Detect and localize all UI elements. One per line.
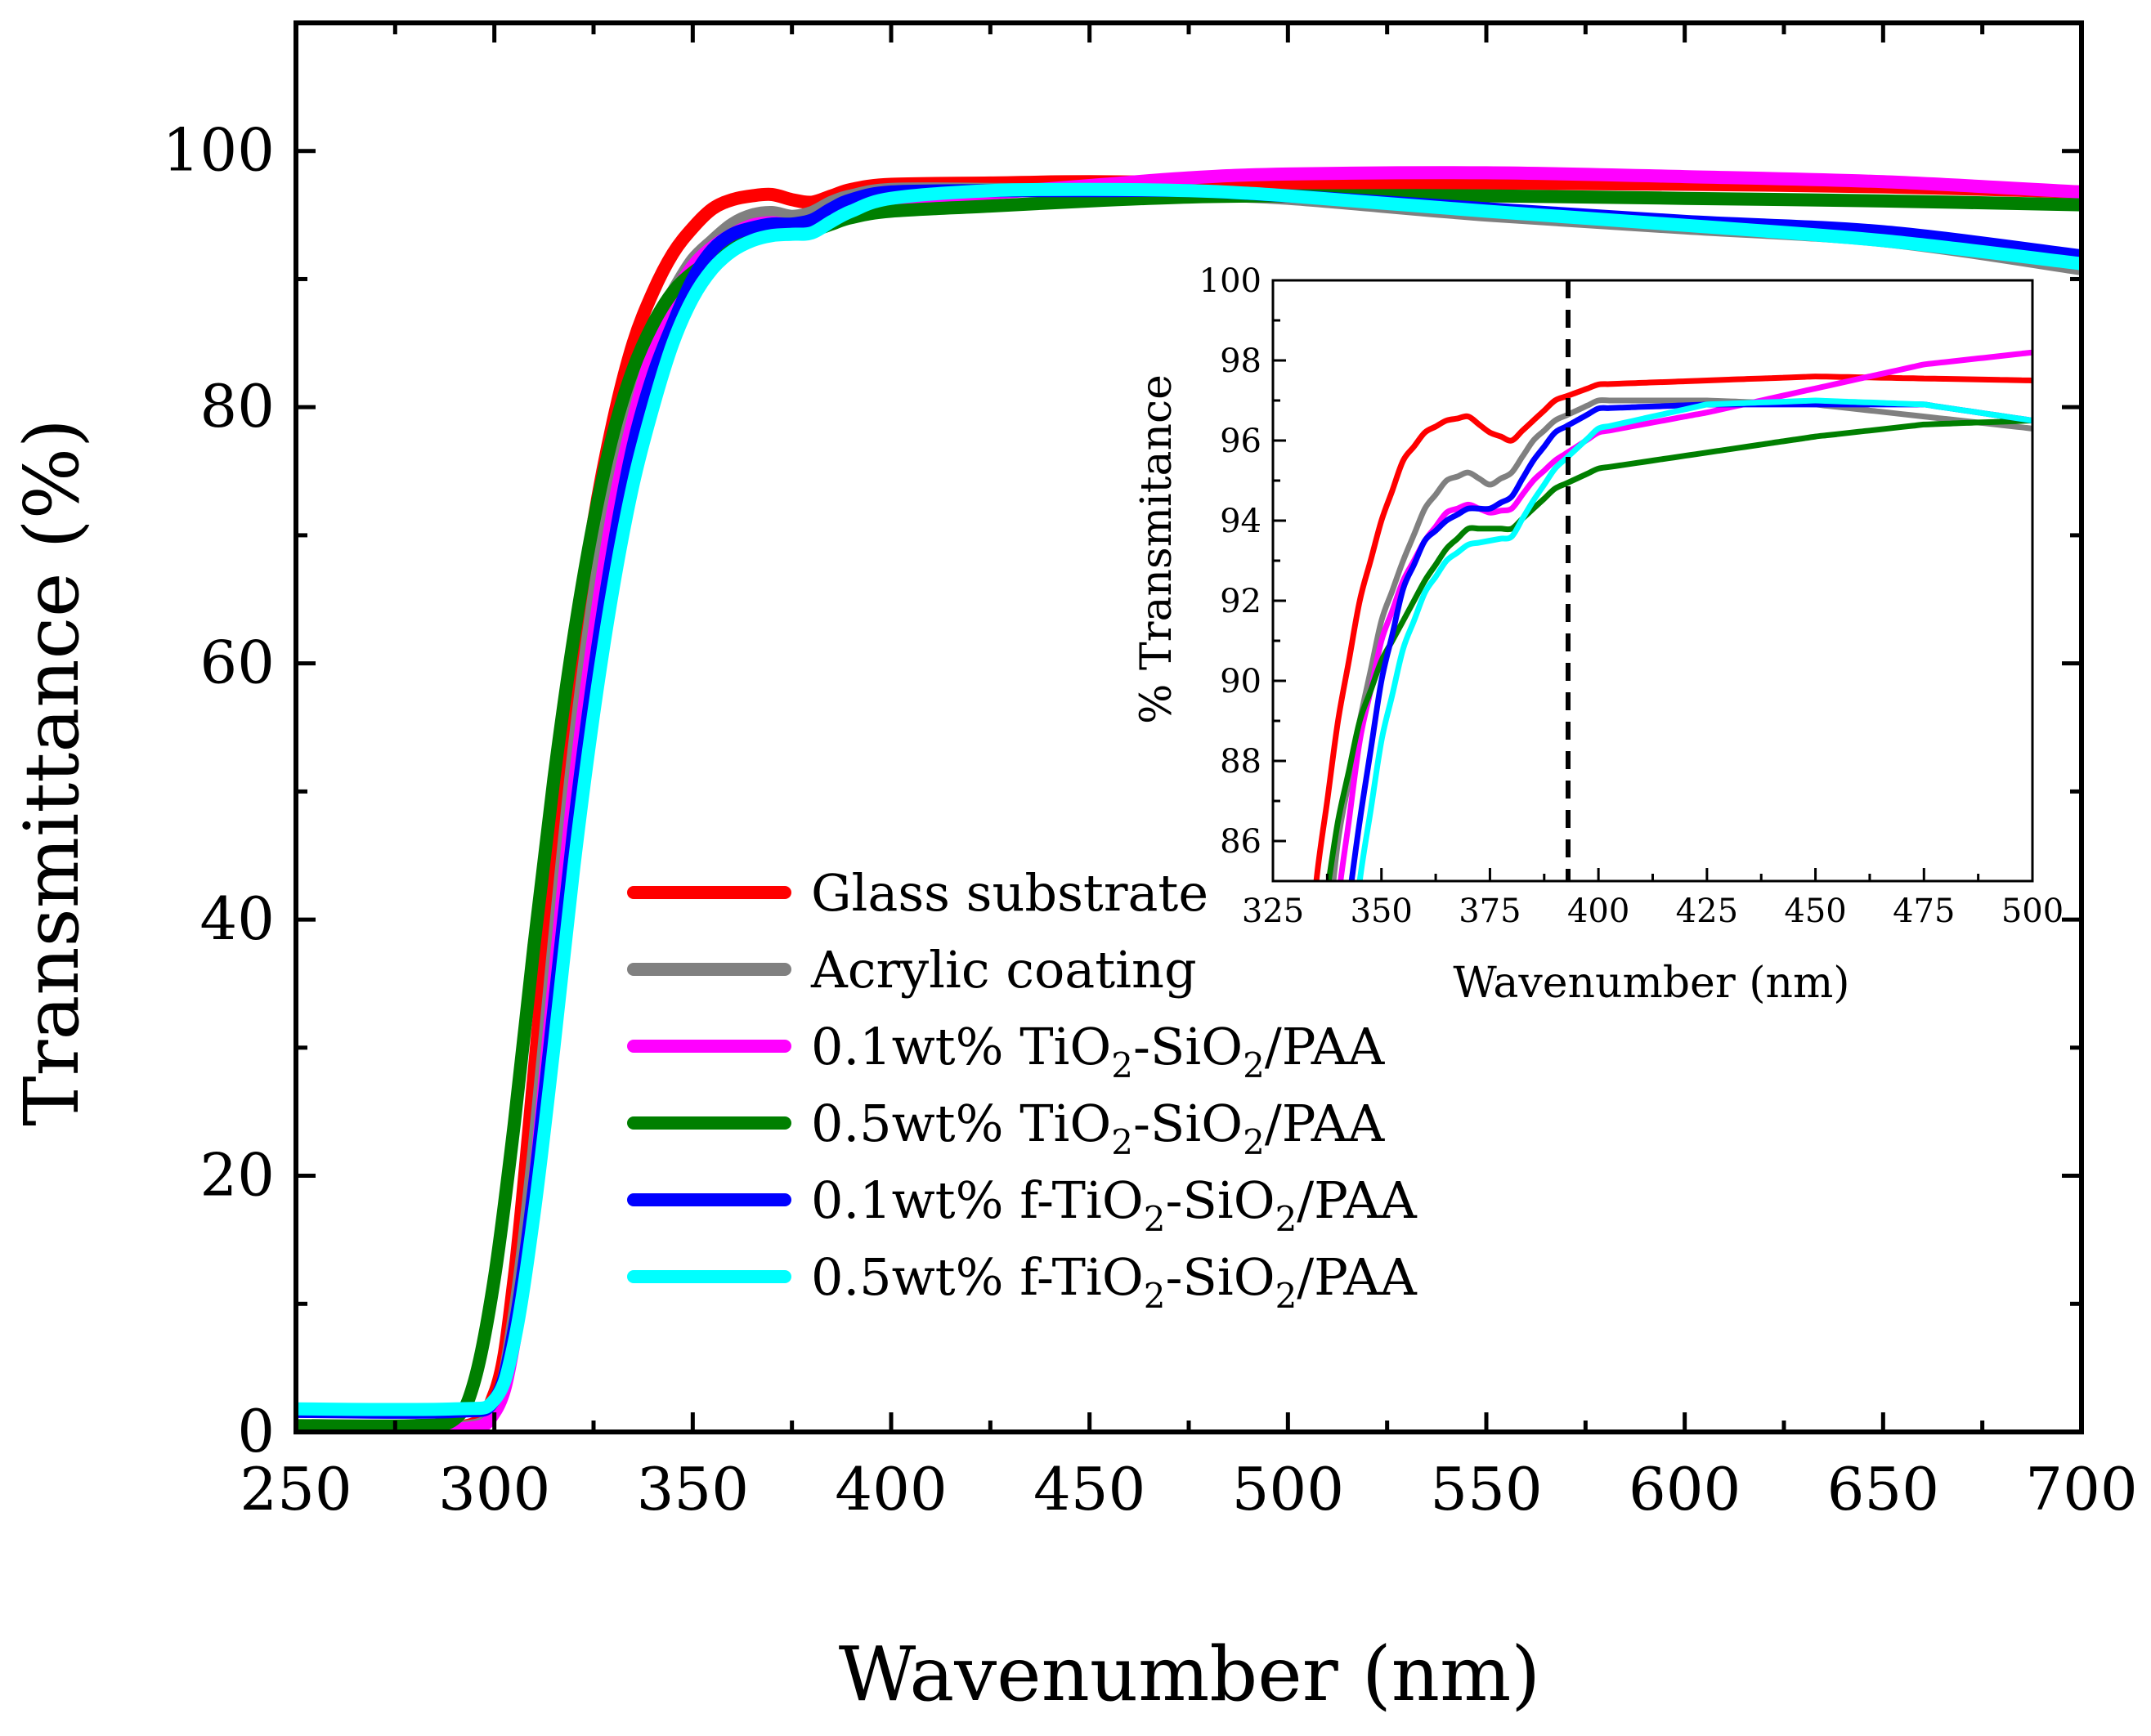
inset-x-tick-label-475: 475 — [1893, 893, 1955, 930]
legend-label-0-5wt-f-tio2-sio2-paa: 0.5wt% f-TiO2​-SiO2​/PAA — [811, 1247, 1418, 1316]
main-x-tick-label-550: 550 — [1430, 1455, 1542, 1523]
inset-x-tick-label-325: 325 — [1242, 893, 1304, 930]
main-x-tick-label-250: 250 — [240, 1455, 352, 1523]
inset-x-tick-label-450: 450 — [1784, 893, 1846, 930]
main-x-tick-label-350: 350 — [637, 1455, 749, 1523]
inset-y-tick-label-100: 100 — [1199, 262, 1261, 300]
main-y-tick-label-20: 20 — [199, 1141, 275, 1210]
inset-axis-ticks: 325 350 375 400 425 450 475 500 86 88 90 92 94 96 98 10… — [1199, 262, 2064, 930]
main-x-tick-label-500: 500 — [1232, 1455, 1344, 1523]
main-plot: 250 300 350 400 450 500 550 600 650 700 0 20 40 60 80 1… — [8, 20, 2138, 1718]
inset-series-line-glass-substrate — [1313, 374, 2032, 881]
inset-x-tick-label-425: 425 — [1676, 893, 1738, 930]
main-x-tick-label-650: 650 — [1827, 1455, 1939, 1523]
main-y-tick-label-100: 100 — [163, 116, 275, 185]
inset-series-line-0-5wt-f-tio2-sio2-paa — [1356, 397, 2032, 881]
inset-x-tick-label-400: 400 — [1567, 893, 1629, 930]
legend-item-0-5wt-f-tio2-sio2-paa: 0.5wt% f-TiO2​-SiO2​/PAA — [627, 1247, 1418, 1316]
legend-item-0-5wt-tio2-sio2-paa: 0.5wt% TiO2​-SiO2​/PAA — [627, 1094, 1386, 1162]
main-x-tick-label-600: 600 — [1629, 1455, 1741, 1523]
main-y-axis-title: Transmittance (%) — [8, 418, 96, 1126]
legend-label-acrylic-coating: Acrylic coating — [810, 940, 1197, 1000]
inset-y-tick-label-96: 96 — [1220, 423, 1261, 460]
inset-series-line-acrylic-coating — [1330, 397, 2032, 881]
legend-label-0-1wt-f-tio2-sio2-paa: 0.1wt% f-TiO2​-SiO2​/PAA — [811, 1170, 1418, 1239]
inset-y-axis-title: % Transmitance — [1132, 374, 1181, 724]
inset-y-tick-label-94: 94 — [1220, 503, 1261, 540]
inset-x-tick-label-350: 350 — [1351, 893, 1413, 930]
main-series-group — [296, 166, 2082, 1432]
main-y-tick-label-60: 60 — [199, 629, 275, 697]
inset-background — [1273, 280, 2032, 881]
main-x-tick-label-300: 300 — [438, 1455, 550, 1523]
main-series-line-glass-substrate — [296, 175, 2082, 1432]
legend-item-glass-substrate: Glass substrate — [627, 863, 1208, 923]
inset-y-tick-label-90: 90 — [1220, 663, 1261, 700]
main-x-tick-label-450: 450 — [1033, 1455, 1145, 1523]
inset-y-tick-label-92: 92 — [1220, 583, 1261, 620]
inset-y-tick-label-98: 98 — [1220, 342, 1261, 380]
inset-y-tick-label-88: 88 — [1220, 743, 1261, 781]
inset-x-tick-label-500: 500 — [2001, 893, 2064, 930]
inset-series-group — [1313, 349, 2032, 881]
inset-series-line-0-1wt-tio2-sio2-paa — [1338, 349, 2032, 881]
inset-y-tick-label-86: 86 — [1220, 823, 1261, 861]
main-x-tick-label-400: 400 — [835, 1455, 947, 1523]
legend: Glass substrate Acrylic coating 0.1wt% TiO… — [627, 863, 1418, 1316]
legend-label-0-1wt-tio2-sio2-paa: 0.1wt% TiO2​-SiO2​/PAA — [811, 1017, 1386, 1085]
main-y-tick-label-40: 40 — [199, 884, 275, 953]
legend-label-glass-substrate: Glass substrate — [811, 863, 1208, 923]
inset-plot: 325 350 375 400 425 450 475 500 86 88 90 92 94 96 98 10… — [1132, 262, 2064, 1008]
main-series-line-0-5wt-f-tio2-sio2-paa — [296, 182, 2082, 1416]
inset-series-line-0-5wt-tio2-sio2-paa — [1325, 418, 2032, 881]
inset-x-tick-label-375: 375 — [1459, 893, 1521, 930]
main-axis-ticks: 250 300 350 400 450 500 550 600 650 700 0 20 40 60 80 1… — [163, 20, 2138, 1523]
main-x-axis-title: Wavenumber (nm) — [839, 1631, 1540, 1718]
inset-x-axis-title: Wavenumber (nm) — [1453, 959, 1849, 1008]
legend-label-0-5wt-tio2-sio2-paa: 0.5wt% TiO2​-SiO2​/PAA — [811, 1094, 1386, 1162]
legend-item-0-1wt-f-tio2-sio2-paa: 0.1wt% f-TiO2​-SiO2​/PAA — [627, 1170, 1418, 1239]
main-y-tick-label-80: 80 — [199, 372, 275, 441]
main-x-tick-label-700: 700 — [2025, 1455, 2137, 1523]
legend-item-0-1wt-tio2-sio2-paa: 0.1wt% TiO2​-SiO2​/PAA — [627, 1017, 1386, 1085]
main-y-tick-label-0: 0 — [237, 1397, 275, 1465]
legend-item-acrylic-coating: Acrylic coating — [627, 940, 1197, 1000]
